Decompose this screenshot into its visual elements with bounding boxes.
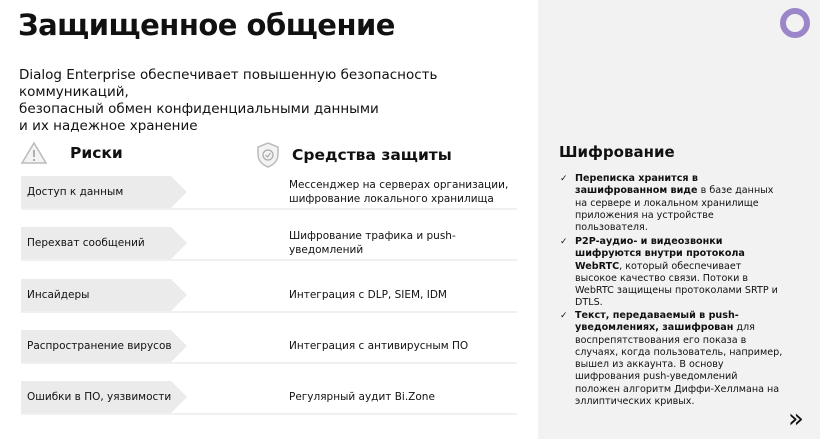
- item-text: в базе данных на сервере и локальном хра…: [575, 185, 774, 234]
- encryption-item: ✓ Переписка хранится в зашифрованном виде…: [560, 173, 785, 234]
- encryption-panel: Шифрование ✓ Переписка хранится в зашифро…: [538, 0, 820, 439]
- means-label: Шифрование трафика и push-уведомлений: [289, 230, 456, 256]
- risk-label: Доступ к данным: [21, 176, 187, 208]
- check-icon: ✓: [560, 237, 568, 247]
- risks-header: Риски: [20, 141, 123, 165]
- item-text: , который обеспечивает высокое качество …: [575, 260, 778, 309]
- subtitle-line: и их надежное хранение: [19, 118, 198, 134]
- table-row: Перехват сообщений Шифрование трафика и p…: [21, 227, 517, 261]
- warning-triangle-icon: [20, 141, 48, 164]
- item-bold: Переписка хранится в зашифрованном виде: [575, 173, 698, 197]
- means-header: Средства защиты: [256, 141, 452, 169]
- double-chevron-right-icon[interactable]: »: [788, 404, 804, 434]
- subtitle-line: коммуникаций,: [19, 84, 129, 100]
- table-row: Инсайдеры Интеграция с DLP, SIEM, IDM: [21, 279, 517, 313]
- risk-label: Распространение вирусов: [21, 330, 187, 362]
- page-title: Защищенное общение: [18, 8, 395, 42]
- shield-check-icon: [257, 142, 279, 168]
- subtitle-line: Dialog Enterprise обеспечивает повышенну…: [19, 67, 438, 83]
- table-row: Ошибки в ПО, уязвимости Регулярный аудит …: [21, 381, 517, 415]
- risk-label: Инсайдеры: [21, 279, 187, 311]
- item-text: для воспрепятствования его показа в случ…: [575, 322, 783, 408]
- encryption-item: ✓ Текст, передаваемый в push-уведомлениях…: [560, 310, 785, 408]
- item-bold: P2P-аудио- и видеозвонки шифруются внутр…: [575, 236, 745, 272]
- check-icon: ✓: [560, 174, 568, 184]
- table-row: Распространение вирусов Интеграция с анти…: [21, 330, 517, 364]
- risk-label: Ошибки в ПО, уязвимости: [21, 381, 187, 413]
- encryption-title: Шифрование: [559, 143, 675, 161]
- means-label: Интеграция с DLP, SIEM, IDM: [289, 289, 447, 301]
- check-icon: ✓: [560, 311, 568, 321]
- means-header-label: Средства защиты: [292, 146, 452, 164]
- chat-bubble-logo: [780, 8, 810, 38]
- encryption-item: ✓ P2P-аудио- и видеозвонки шифруются внут…: [560, 236, 785, 310]
- table-row: Доступ к данным Мессенджер на серверах ор…: [21, 176, 517, 210]
- subtitle-line: безопасный обмен конфиденциальными данны…: [19, 101, 379, 117]
- means-label: Мессенджер на серверах организации, шифр…: [289, 179, 509, 205]
- means-label: Интеграция с антивирусным ПО: [289, 340, 469, 352]
- risks-header-label: Риски: [70, 144, 123, 162]
- item-bold: Текст, передаваемый в push-уведомлениях,…: [575, 310, 739, 334]
- means-label: Регулярный аудит Bi.Zone: [289, 391, 435, 403]
- risk-label: Перехват сообщений: [21, 227, 187, 259]
- subtitle: Dialog Enterprise обеспечивает повышенну…: [19, 67, 459, 135]
